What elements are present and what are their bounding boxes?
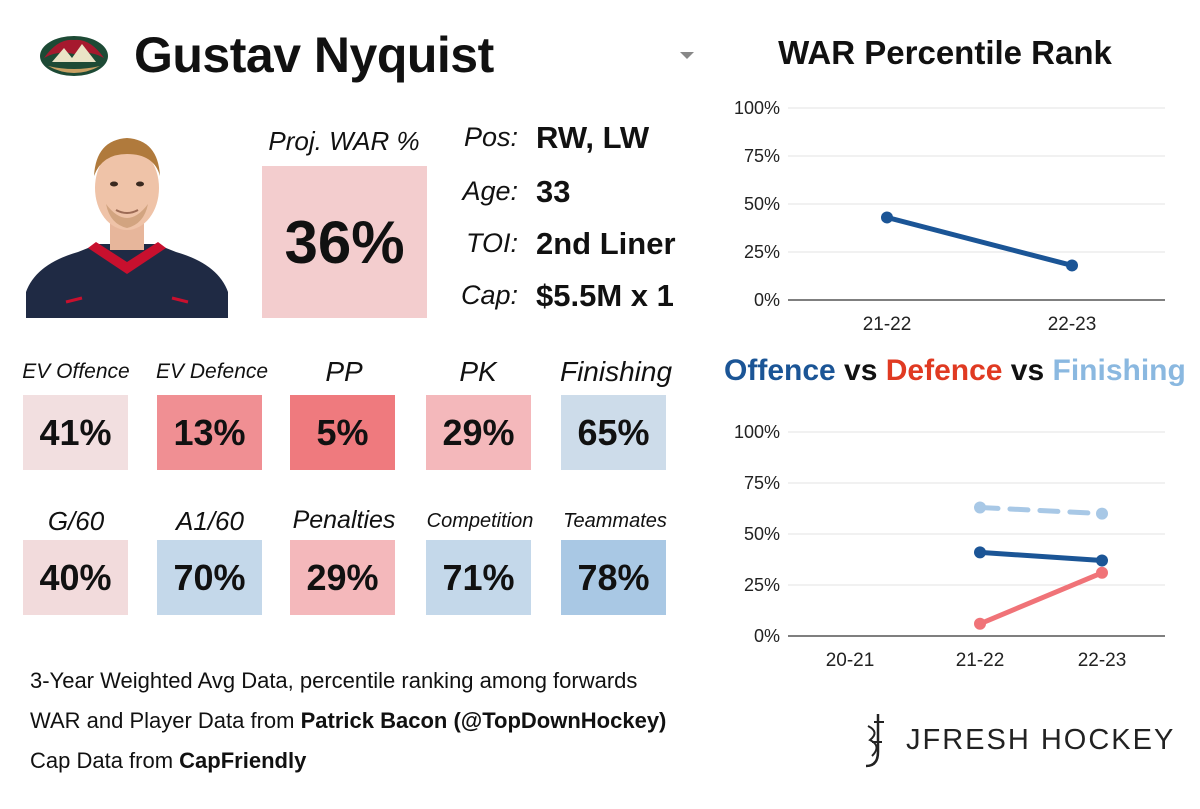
footer-line-3-prefix: Cap Data from <box>30 748 180 773</box>
stat-box-g60: 40% <box>23 540 128 615</box>
chart2-ytick-label: 0% <box>754 626 780 646</box>
chart1-point-war <box>881 211 893 224</box>
stat-label-pk: PK <box>459 356 497 387</box>
chart2-ytick-label: 25% <box>744 575 780 595</box>
stat-label-finishing: Finishing <box>559 356 673 387</box>
stat-box-ev-offence: 41% <box>23 395 128 470</box>
chart2-xtick-label: 21-22 <box>956 650 1005 671</box>
chart2-point-defence <box>1096 566 1108 579</box>
chart1-ytick-label: 75% <box>744 146 780 166</box>
stat-box-competition: 71% <box>426 540 531 615</box>
cap-label: Cap: <box>460 280 518 310</box>
chart2-point-offence <box>974 546 986 559</box>
pos-value: RW, LW <box>536 120 650 155</box>
footer-line-2: WAR and Player Data from Patrick Bacon (… <box>30 708 666 734</box>
stat-label-pp: PP <box>325 356 363 387</box>
stat-label-a160: A1/60 <box>176 506 244 536</box>
stat-box-penalties: 29% <box>290 540 395 615</box>
stat-box-ev-defence: 13% <box>157 395 262 470</box>
age-label: Age: <box>462 176 518 206</box>
wild-logo-icon <box>40 36 108 76</box>
toi-value: 2nd Liner <box>536 226 676 261</box>
chart2-series-line-defence <box>977 570 1105 627</box>
stat-label-teammates: Teammates <box>563 510 667 532</box>
chart1-xtick-label: 21-22 <box>863 314 912 335</box>
stat-label-penalties: Penalties <box>292 506 396 534</box>
stat-box-a160: 70% <box>157 540 262 615</box>
chart2-title-vs-1: vs <box>835 354 886 387</box>
chart2-point-finishing <box>974 501 986 514</box>
chart1-series-line-war <box>884 214 1075 268</box>
footer-line-2-source: Patrick Bacon (@TopDownHockey) <box>300 708 667 733</box>
proj-war-label: Proj. WAR % <box>268 126 420 156</box>
chart2-xtick-label: 20-21 <box>826 650 875 671</box>
jfresh-hockey-logo-icon <box>865 714 884 768</box>
chart2-point-offence <box>1096 554 1108 567</box>
chart2-xtick-label: 22-23 <box>1078 650 1127 671</box>
player-headshot <box>26 138 228 318</box>
offence-defence-finishing-chart: 0% 25% 50% 75% 100% 20-21 21-22 22-23 <box>734 422 1165 671</box>
stat-box-pk: 29% <box>426 395 531 470</box>
chart2-series-line-offence <box>977 549 1105 564</box>
stat-box-pp: 5% <box>290 395 395 470</box>
stat-label-g60: G/60 <box>47 506 105 536</box>
chart2-ytick-label: 50% <box>744 524 780 544</box>
chart1-title: WAR Percentile Rank <box>778 34 1112 71</box>
stat-label-competition: Competition <box>426 510 534 532</box>
chart1-point-war <box>1066 259 1078 272</box>
brand-name: JFRESH HOCKEY <box>906 724 1176 756</box>
chart2-title-offence: Offence <box>724 354 836 387</box>
pos-label: Pos: <box>463 122 518 152</box>
cap-value: $5.5M x 1 <box>536 278 674 313</box>
chart1-ytick-label: 100% <box>734 98 780 118</box>
stat-box-finishing: 65% <box>561 395 666 470</box>
footer-line-2-prefix: WAR and Player Data from <box>30 708 301 733</box>
chart2-title-vs-2: vs <box>1002 354 1053 387</box>
chart2-title-finishing: Finishing <box>1052 354 1186 387</box>
player-name: Gustav Nyquist <box>134 27 494 83</box>
stat-label-ev-defence: EV Defence <box>156 360 269 383</box>
war-percentile-chart: 0% 25% 50% 75% 100% 21-22 22-23 <box>734 98 1165 335</box>
chart2-point-defence <box>974 617 986 630</box>
chart2-title-defence: Defence <box>885 354 1003 387</box>
proj-war-value: 36% <box>262 166 427 318</box>
chart1-ytick-label: 0% <box>754 290 780 310</box>
chart1-xtick-label: 22-23 <box>1048 314 1097 335</box>
stat-box-teammates: 78% <box>561 540 666 615</box>
footer-line-1: 3-Year Weighted Avg Data, percentile ran… <box>30 668 638 693</box>
chart1-ytick-label: 25% <box>744 242 780 262</box>
chart2-ytick-label: 75% <box>744 473 780 493</box>
stat-label-ev-offence: EV Offence <box>22 360 130 383</box>
toi-label: TOI: <box>465 228 518 258</box>
chart2-title: Offence vs Defence vs Finishing <box>724 354 1186 388</box>
chart2-ytick-label: 100% <box>734 422 780 442</box>
age-value: 33 <box>536 174 571 209</box>
footer-line-3-source: CapFriendly <box>179 748 307 773</box>
chart2-series-line-finishing <box>977 504 1105 517</box>
footer-line-3: Cap Data from CapFriendly <box>30 748 306 774</box>
chevron-down-icon[interactable] <box>680 52 694 59</box>
chart2-point-finishing <box>1096 507 1108 520</box>
chart1-ytick-label: 50% <box>744 194 780 214</box>
